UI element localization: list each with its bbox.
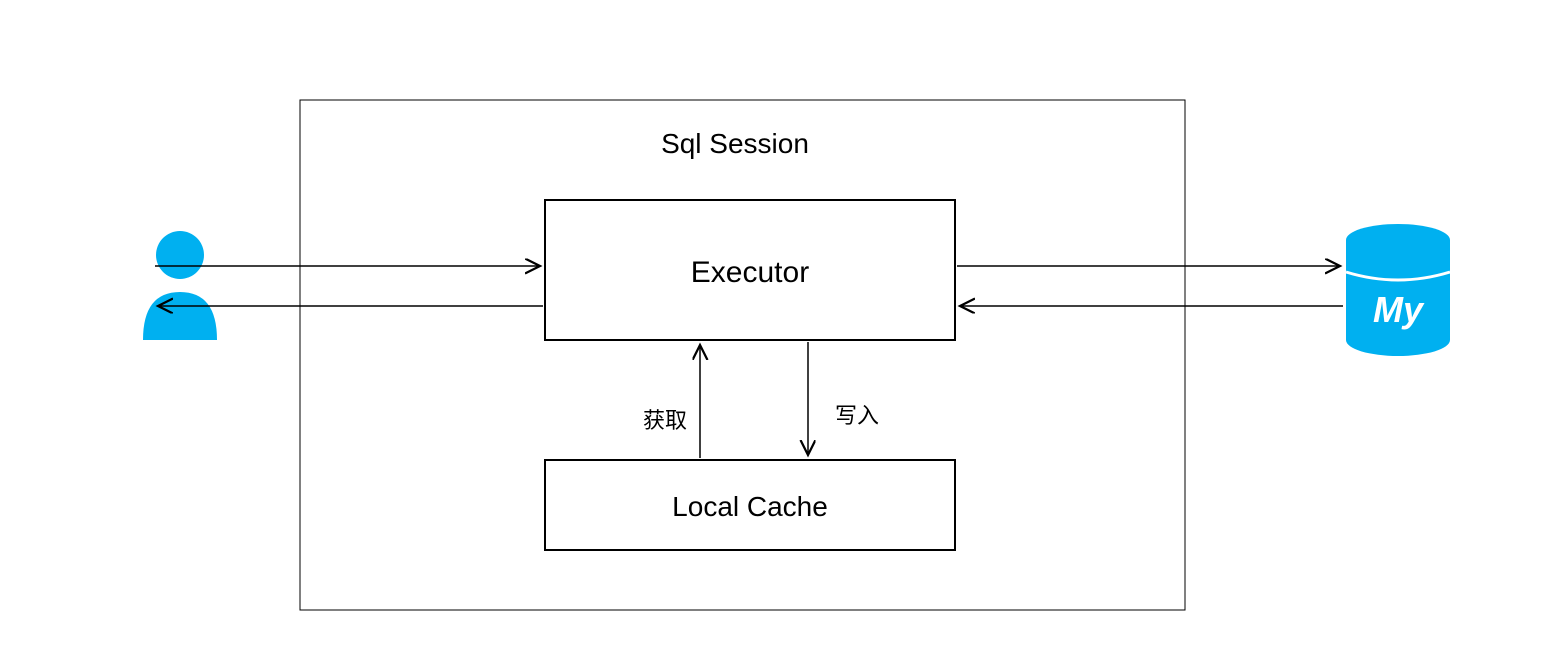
session-title: Sql Session — [661, 128, 809, 159]
edge-label-write: 写入 — [835, 403, 879, 428]
diagram-canvas: Sql Session Executor Local Cache My 获取 写… — [0, 0, 1562, 672]
local-cache-label: Local Cache — [672, 491, 828, 522]
database-icon: My — [1346, 224, 1450, 356]
executor-label: Executor — [691, 256, 809, 289]
edge-label-fetch: 获取 — [643, 408, 687, 433]
user-icon — [143, 231, 217, 340]
session-container — [300, 100, 1185, 610]
database-label: My — [1373, 289, 1425, 330]
